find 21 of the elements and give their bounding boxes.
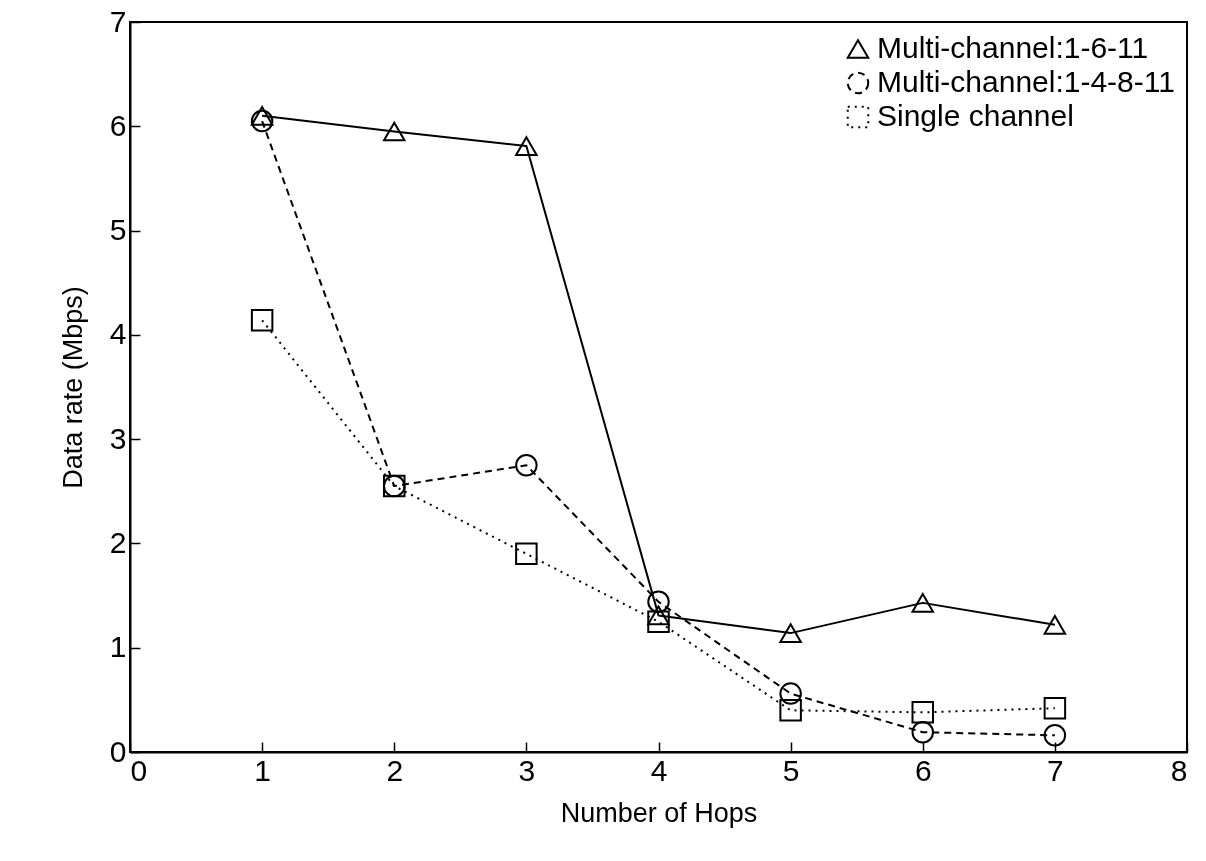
y-tick-label: 1 <box>109 630 127 664</box>
y-axis-title: Data rate (Mbps) <box>57 286 88 489</box>
x-tick-label: 3 <box>518 753 536 787</box>
legend-label: Multi-channel:1-6-11 <box>877 31 1149 64</box>
x-tick-label: 0 <box>130 753 148 787</box>
y-tick-label: 2 <box>109 525 127 559</box>
y-tick-label: 6 <box>109 108 127 142</box>
x-tick-label: 5 <box>782 753 800 787</box>
y-tick-label: 5 <box>109 213 127 247</box>
x-tick-label: 1 <box>254 753 271 787</box>
y-tick-label: 7 <box>109 4 127 38</box>
legend-label: Single channel <box>877 99 1074 132</box>
legend-label: Multi-channel:1-4-8-11 <box>877 65 1175 98</box>
y-tick-label: 3 <box>109 421 127 455</box>
x-tick-label: 2 <box>386 753 404 787</box>
x-tick-label: 4 <box>650 753 668 787</box>
x-tick-label: 8 <box>1170 753 1188 787</box>
x-tick-label: 7 <box>1047 753 1064 787</box>
x-axis-title: Number of Hops <box>560 797 758 828</box>
y-tick-label: 4 <box>109 317 127 351</box>
x-tick-label: 6 <box>914 753 932 787</box>
